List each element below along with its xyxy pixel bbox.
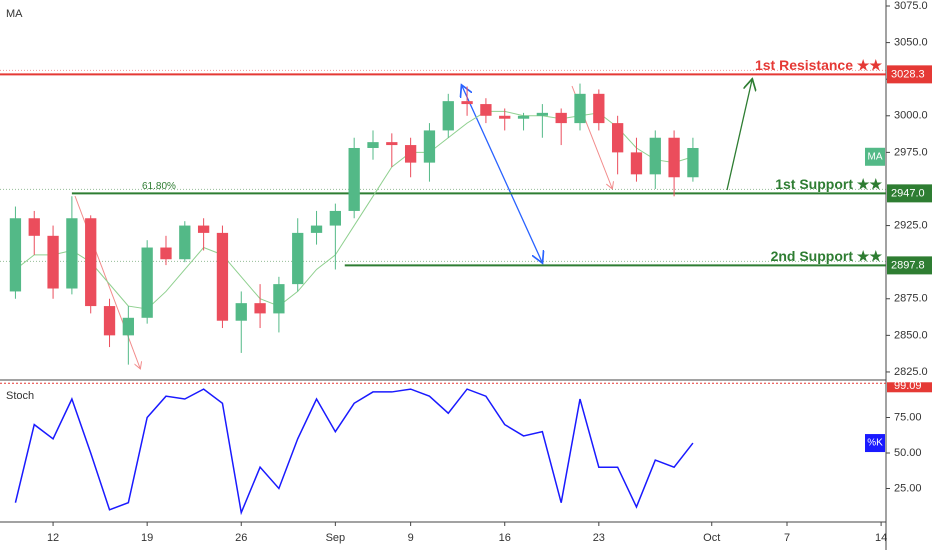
x-tick-label: 23 bbox=[593, 532, 605, 544]
candle-body bbox=[292, 232, 304, 285]
x-tick-label: 9 bbox=[408, 532, 414, 544]
y-tick-label: 3000.0 bbox=[894, 110, 928, 122]
price-tag-label: 2947.0 bbox=[891, 187, 925, 199]
y-tick-label: 2875.0 bbox=[894, 293, 928, 305]
x-tick-label: 12 bbox=[47, 532, 59, 544]
candle-body bbox=[593, 93, 605, 124]
stoch-line bbox=[14, 388, 694, 516]
candle-body bbox=[235, 303, 247, 321]
candle-body bbox=[480, 104, 492, 116]
candle-body bbox=[47, 235, 59, 289]
candle-body bbox=[630, 152, 643, 175]
stoch-label: Stoch bbox=[6, 390, 34, 402]
level-label: 1st Resistance ★★ bbox=[755, 57, 882, 73]
candle-body bbox=[28, 218, 40, 236]
candle-body bbox=[141, 247, 153, 318]
y-tick-label: 2825.0 bbox=[894, 366, 928, 378]
y-tick-label: 2850.0 bbox=[894, 329, 928, 341]
x-tick-label: 7 bbox=[784, 532, 790, 544]
candle-body bbox=[160, 247, 172, 260]
x-tick-label: 16 bbox=[499, 532, 511, 544]
y-tick-label: 2975.0 bbox=[894, 146, 928, 158]
candle-body bbox=[423, 130, 436, 163]
y-tick-label: 3075.0 bbox=[894, 0, 928, 12]
candle-body bbox=[611, 123, 624, 153]
stoch-tag-label: %K bbox=[867, 438, 883, 449]
candle-body bbox=[404, 145, 417, 163]
candle-body bbox=[668, 137, 680, 178]
candle-body bbox=[386, 142, 398, 146]
candle-body bbox=[179, 225, 191, 260]
candle-body bbox=[499, 115, 511, 119]
candle-body bbox=[216, 232, 229, 321]
level-label: 2nd Support ★★ bbox=[771, 248, 883, 264]
candle-body bbox=[9, 218, 22, 292]
fib-label: 61.80% bbox=[142, 181, 176, 192]
candle-body bbox=[66, 218, 78, 289]
candle-body bbox=[536, 112, 549, 116]
stoch-tag bbox=[865, 434, 885, 453]
price-tag bbox=[887, 65, 932, 84]
candle-body bbox=[273, 284, 285, 314]
candle-body bbox=[310, 225, 323, 233]
candle-body bbox=[442, 101, 454, 131]
y-tick-label: 2925.0 bbox=[894, 219, 928, 231]
candle-body bbox=[122, 317, 134, 336]
ma-tag-label: MA bbox=[868, 151, 883, 162]
x-tick-label: 19 bbox=[141, 532, 153, 544]
stoch-level-label: 99.09 bbox=[894, 380, 922, 392]
price-tag-label: 2897.8 bbox=[891, 259, 925, 271]
candle-body bbox=[687, 147, 699, 178]
ma-tag bbox=[865, 147, 885, 166]
candle-body bbox=[103, 306, 116, 336]
x-tick-label: 26 bbox=[235, 532, 247, 544]
level-label: 1st Support ★★ bbox=[775, 176, 882, 192]
candle-body bbox=[367, 142, 379, 148]
candle-body bbox=[348, 147, 360, 211]
candle-body bbox=[555, 112, 567, 124]
stoch-level-tag bbox=[887, 382, 932, 393]
candle-body bbox=[197, 225, 210, 233]
x-tick-label: Sep bbox=[326, 532, 346, 544]
y-tick-label: 25.00 bbox=[894, 482, 922, 494]
candle-body bbox=[85, 218, 97, 307]
x-tick-label: 14 bbox=[875, 532, 887, 544]
y-tick-label: 3050.0 bbox=[894, 37, 928, 49]
price-tag-label: 3028.3 bbox=[891, 68, 925, 80]
y-tick-label: 50.00 bbox=[894, 447, 922, 459]
x-tick-label: Oct bbox=[703, 532, 720, 544]
arrow bbox=[462, 86, 542, 262]
y-tick-label: 75.00 bbox=[894, 411, 922, 423]
candle-body bbox=[574, 93, 586, 124]
candle-body bbox=[329, 210, 342, 226]
indicator-label: MA bbox=[6, 8, 23, 20]
candle-body bbox=[254, 303, 266, 314]
candle-body bbox=[517, 115, 530, 119]
price-tag bbox=[887, 256, 932, 275]
arrow bbox=[726, 80, 752, 191]
price-tag bbox=[887, 184, 932, 203]
candle-body bbox=[649, 137, 661, 175]
candle-body bbox=[461, 101, 473, 105]
